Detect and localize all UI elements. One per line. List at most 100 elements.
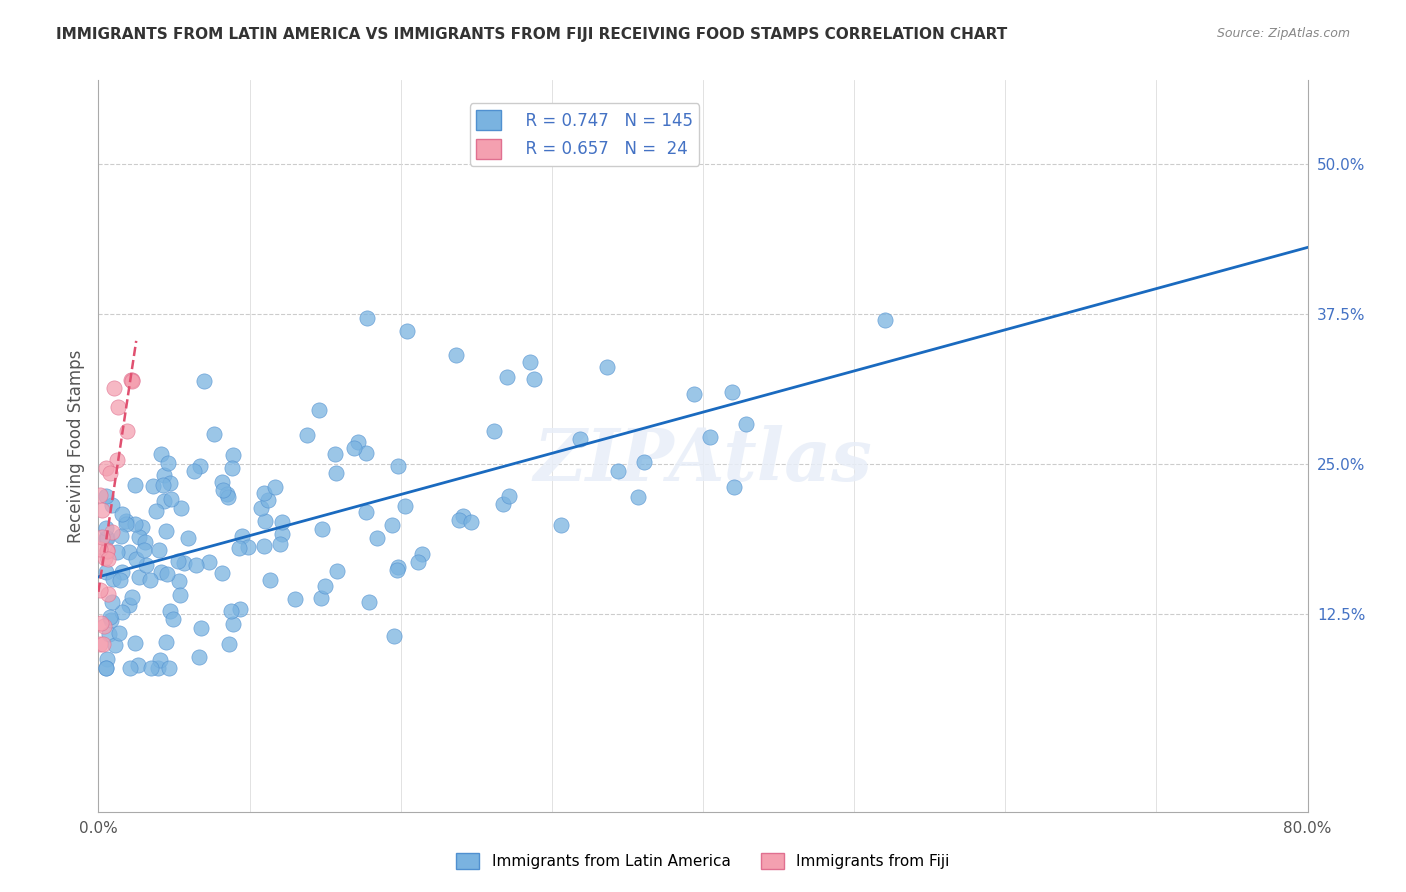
Point (153, 467, 176, 482)
Point (159, 476, 181, 491)
Point (121, 375, 143, 389)
Point (101, 594, 124, 608)
Point (211, 475, 233, 489)
Point (498, 489, 520, 503)
Point (387, 563, 409, 577)
Point (314, 579, 336, 593)
Text: IMMIGRANTS FROM LATIN AMERICA VS IMMIGRANTS FROM FIJI RECEIVING FOOD STAMPS CORR: IMMIGRANTS FROM LATIN AMERICA VS IMMIGRA… (56, 27, 1008, 42)
Point (308, 403, 330, 417)
Point (873, 313, 896, 327)
Point (229, 601, 252, 615)
Point (135, 558, 157, 572)
Point (156, 456, 179, 470)
Point (125, 552, 148, 566)
Point (94, 532, 117, 546)
Point (357, 595, 380, 609)
Point (354, 505, 377, 519)
Point (94, 460, 117, 475)
Point (387, 458, 409, 473)
Point (128, 570, 150, 584)
Point (253, 486, 276, 500)
Point (118, 545, 141, 559)
Point (222, 448, 245, 462)
Point (89, 583, 111, 598)
Point (408, 555, 430, 569)
Point (98, 610, 121, 624)
Point (394, 499, 416, 513)
Point (343, 441, 366, 455)
Point (387, 560, 409, 574)
Text: Source: ZipAtlas.com: Source: ZipAtlas.com (1216, 27, 1350, 40)
Point (162, 611, 184, 625)
Point (111, 605, 134, 619)
Point (228, 541, 250, 555)
Point (157, 661, 180, 675)
Point (492, 497, 515, 511)
Point (100, 613, 122, 627)
Point (148, 543, 170, 558)
Point (606, 464, 628, 478)
Point (94, 551, 117, 566)
Point (108, 574, 131, 588)
Point (152, 478, 174, 492)
Point (236, 540, 259, 554)
Point (347, 434, 370, 449)
Point (326, 564, 349, 578)
Point (297, 427, 319, 442)
Point (96, 652, 118, 666)
Point (127, 658, 149, 673)
Point (190, 621, 212, 635)
Point (188, 458, 211, 473)
Point (97, 587, 120, 601)
Legend:   R = 0.747   N = 145,   R = 0.657   N =  24: R = 0.747 N = 145, R = 0.657 N = 24 (470, 103, 699, 166)
Point (173, 556, 195, 570)
Point (110, 566, 132, 580)
Point (217, 487, 239, 501)
Point (128, 530, 150, 544)
Point (132, 543, 155, 558)
Point (254, 514, 277, 528)
Point (183, 464, 205, 478)
Point (90, 616, 112, 631)
Point (382, 628, 405, 642)
Point (284, 591, 307, 606)
Point (159, 604, 181, 618)
Point (101, 525, 124, 540)
Point (309, 591, 332, 605)
Point (311, 522, 333, 536)
Point (523, 372, 546, 386)
Point (142, 479, 165, 493)
Point (325, 467, 347, 481)
Point (723, 480, 745, 494)
Point (105, 453, 128, 467)
Point (257, 493, 280, 508)
Point (633, 455, 655, 469)
Point (105, 545, 128, 559)
Point (271, 515, 294, 529)
Point (121, 591, 143, 605)
Point (264, 480, 287, 494)
Point (96, 543, 118, 558)
Point (218, 637, 240, 651)
Point (150, 447, 173, 461)
Point (253, 539, 276, 553)
Point (94, 661, 117, 675)
Point (97, 552, 120, 566)
Point (259, 573, 281, 587)
Point (155, 635, 177, 649)
Point (101, 572, 124, 586)
Y-axis label: Receiving Food Stamps: Receiving Food Stamps (66, 350, 84, 542)
Point (721, 385, 744, 400)
Point (124, 635, 146, 649)
Point (156, 566, 179, 581)
Point (250, 501, 273, 516)
Point (176, 532, 198, 546)
Point (117, 424, 139, 438)
Point (149, 565, 172, 579)
Point (271, 526, 294, 541)
Point (211, 566, 233, 581)
Point (269, 537, 291, 551)
Point (212, 483, 235, 498)
Point (170, 501, 193, 516)
Point (118, 599, 141, 613)
